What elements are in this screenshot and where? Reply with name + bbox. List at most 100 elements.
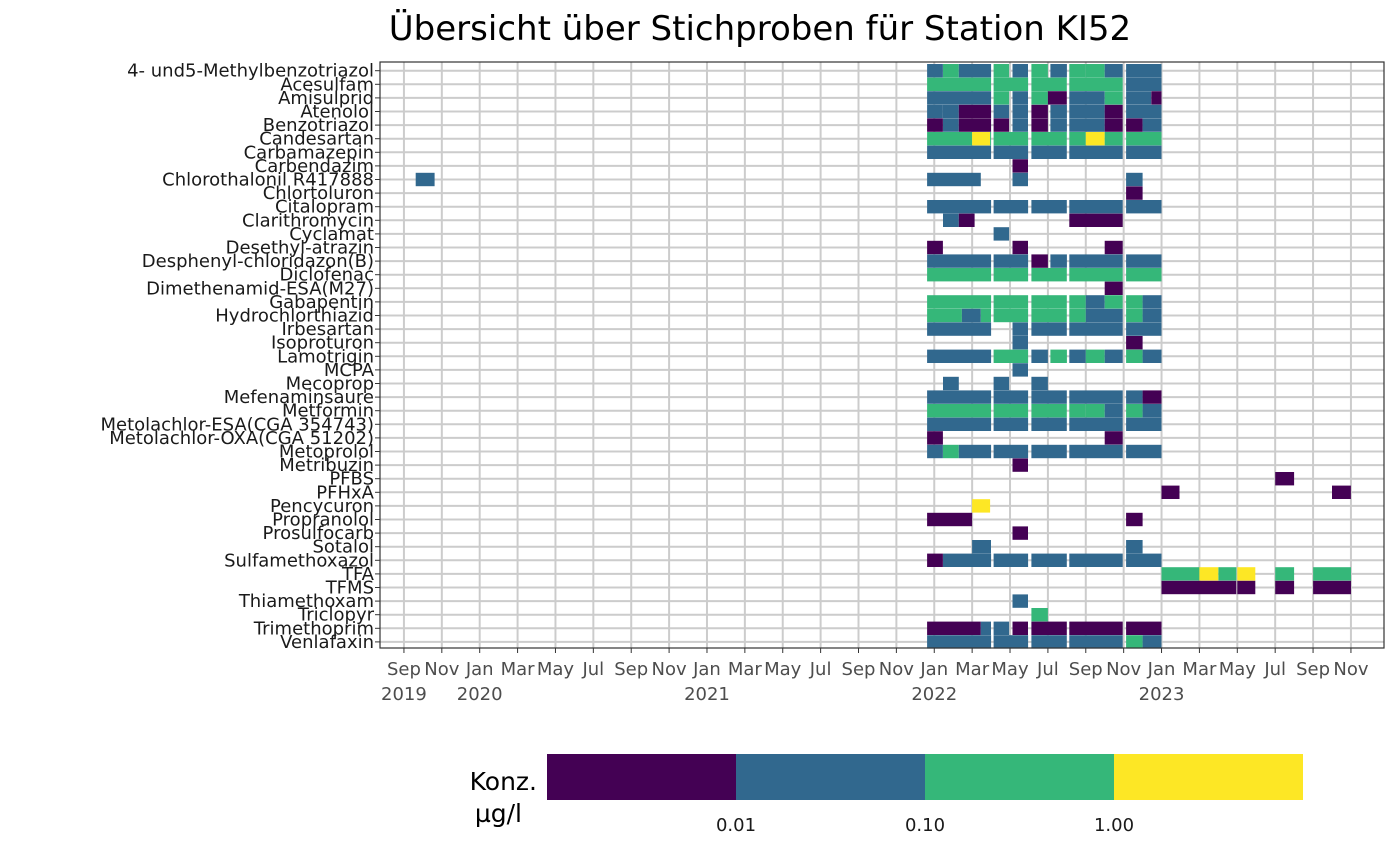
heatmap-cell: [927, 240, 943, 255]
heatmap-cell: [1069, 200, 1123, 214]
x-tick-year: 2023: [1139, 684, 1185, 705]
heatmap-cell: [993, 254, 1029, 268]
heatmap-cell: [1031, 118, 1048, 132]
heatmap-cell: [961, 308, 981, 323]
heatmap-cell: [1069, 77, 1123, 91]
y-tick-label: Cyclamat: [289, 224, 374, 245]
heatmap-cell: [1031, 104, 1048, 119]
heatmap-cell: [1069, 145, 1123, 159]
x-tick-label: Sep: [1296, 659, 1330, 680]
chart-title: Übersicht über Stichproben für Station K…: [389, 8, 1131, 49]
heatmap-cell: [1126, 540, 1143, 554]
y-tick-label: Citalopram: [275, 197, 374, 218]
heatmap-cell: [1050, 254, 1067, 268]
x-tick-label: Jan: [465, 659, 494, 680]
heatmap-cells: [415, 64, 1351, 649]
x-tick-label: Sep: [1069, 659, 1103, 680]
heatmap-cell: [927, 200, 992, 214]
heatmap-cell: [927, 254, 992, 268]
heatmap-cell: [927, 635, 992, 649]
heatmap-cell: [1031, 64, 1048, 78]
heatmap-cell: [958, 64, 992, 78]
x-tick-label: Jan: [1147, 659, 1176, 680]
y-tick-label: Hydrochlorthiazid: [215, 306, 374, 327]
heatmap-cell: [1218, 567, 1237, 581]
heatmap-cell: [927, 444, 943, 459]
y-tick-label: Gabapentin: [269, 292, 374, 313]
heatmap-cell: [993, 200, 1029, 214]
heatmap-cell: [1126, 308, 1143, 323]
heatmap-cell: [993, 227, 1010, 241]
x-tick-label: Nov: [1106, 659, 1141, 680]
y-tick-label: Chlorothalonil R417888: [162, 170, 374, 191]
heatmap-cell: [1069, 104, 1105, 119]
heatmap-cell: [1126, 417, 1162, 431]
heatmap-cell: [1012, 91, 1028, 105]
legend-break-label: 0.10: [905, 815, 945, 836]
heatmap-cell: [993, 553, 1029, 567]
heatmap-cell: [1069, 322, 1123, 336]
heatmap-cell: [1237, 567, 1256, 581]
legend: Konz. µg/l 0.01 0.10 1.00: [470, 754, 1303, 836]
heatmap-cell: [927, 91, 992, 105]
heatmap-cell: [1069, 404, 1086, 418]
heatmap-cell: [943, 213, 959, 227]
heatmap-cell: [958, 444, 992, 459]
heatmap-cell: [943, 64, 959, 78]
heatmap-cell: [1069, 295, 1086, 309]
heatmap-cell: [1126, 77, 1162, 91]
heatmap-cell: [1275, 472, 1295, 486]
heatmap-cell: [1161, 567, 1200, 581]
grid: [380, 62, 1384, 648]
heatmap-cell: [943, 444, 959, 459]
heatmap-cell: [1012, 159, 1028, 173]
heatmap-cell: [1031, 91, 1048, 105]
heatmap-cell: [943, 118, 959, 132]
y-tick-label: Trimethoprim: [253, 618, 374, 639]
heatmap-cell: [1199, 567, 1219, 581]
heatmap-cell: [1126, 254, 1162, 268]
heatmap-cell: [993, 77, 1029, 91]
heatmap-cell: [927, 621, 981, 635]
heatmap-cell: [1012, 240, 1028, 255]
heatmap-cell: [1069, 268, 1123, 282]
heatmap-cell: [927, 512, 973, 527]
heatmap-cell: [1069, 308, 1086, 323]
heatmap-cell: [993, 145, 1029, 159]
heatmap-cell: [1313, 567, 1351, 581]
heatmap-cell: [1012, 621, 1028, 635]
y-tick-label: Metolachlor-ESA(CGA 354743): [100, 414, 374, 435]
heatmap-cell: [1031, 145, 1067, 159]
x-tick-label: Mar: [955, 659, 990, 680]
heatmap-cell: [993, 268, 1029, 282]
heatmap-cell: [1031, 349, 1048, 363]
heatmap-cell: [1104, 132, 1123, 146]
y-tick-label: Diclofenac: [279, 265, 374, 286]
heatmap-cell: [927, 295, 992, 309]
heatmap-cell: [993, 376, 1010, 391]
heatmap-cell: [1031, 132, 1067, 146]
heatmap-cell: [1085, 64, 1105, 78]
heatmap-cell: [993, 64, 1010, 78]
heatmap-cell: [1031, 200, 1067, 214]
y-tick-label: Acesulfam: [280, 74, 374, 95]
y-tick-label: Amisulprid: [278, 88, 374, 109]
heatmap-cell: [1126, 635, 1143, 649]
heatmap-cell: [993, 349, 1029, 363]
heatmap-cell: [1012, 104, 1028, 119]
heatmap-cell: [1142, 308, 1162, 323]
heatmap-cell: [1126, 621, 1162, 635]
heatmap-cell: [1126, 186, 1143, 200]
heatmap-cell: [1126, 104, 1162, 119]
heatmap-cell: [1126, 172, 1143, 187]
heatmap-cell: [1031, 295, 1067, 309]
heatmap-cell: [927, 417, 992, 431]
heatmap-cell: [1126, 553, 1162, 567]
heatmap-cell: [927, 404, 992, 418]
heatmap-cell: [927, 145, 992, 159]
heatmap-cell: [1012, 526, 1028, 540]
plot-panel-border: [379, 61, 1385, 649]
heatmap-cell: [993, 132, 1029, 146]
heatmap-cell: [1069, 254, 1123, 268]
heatmap-cell: [415, 172, 435, 187]
